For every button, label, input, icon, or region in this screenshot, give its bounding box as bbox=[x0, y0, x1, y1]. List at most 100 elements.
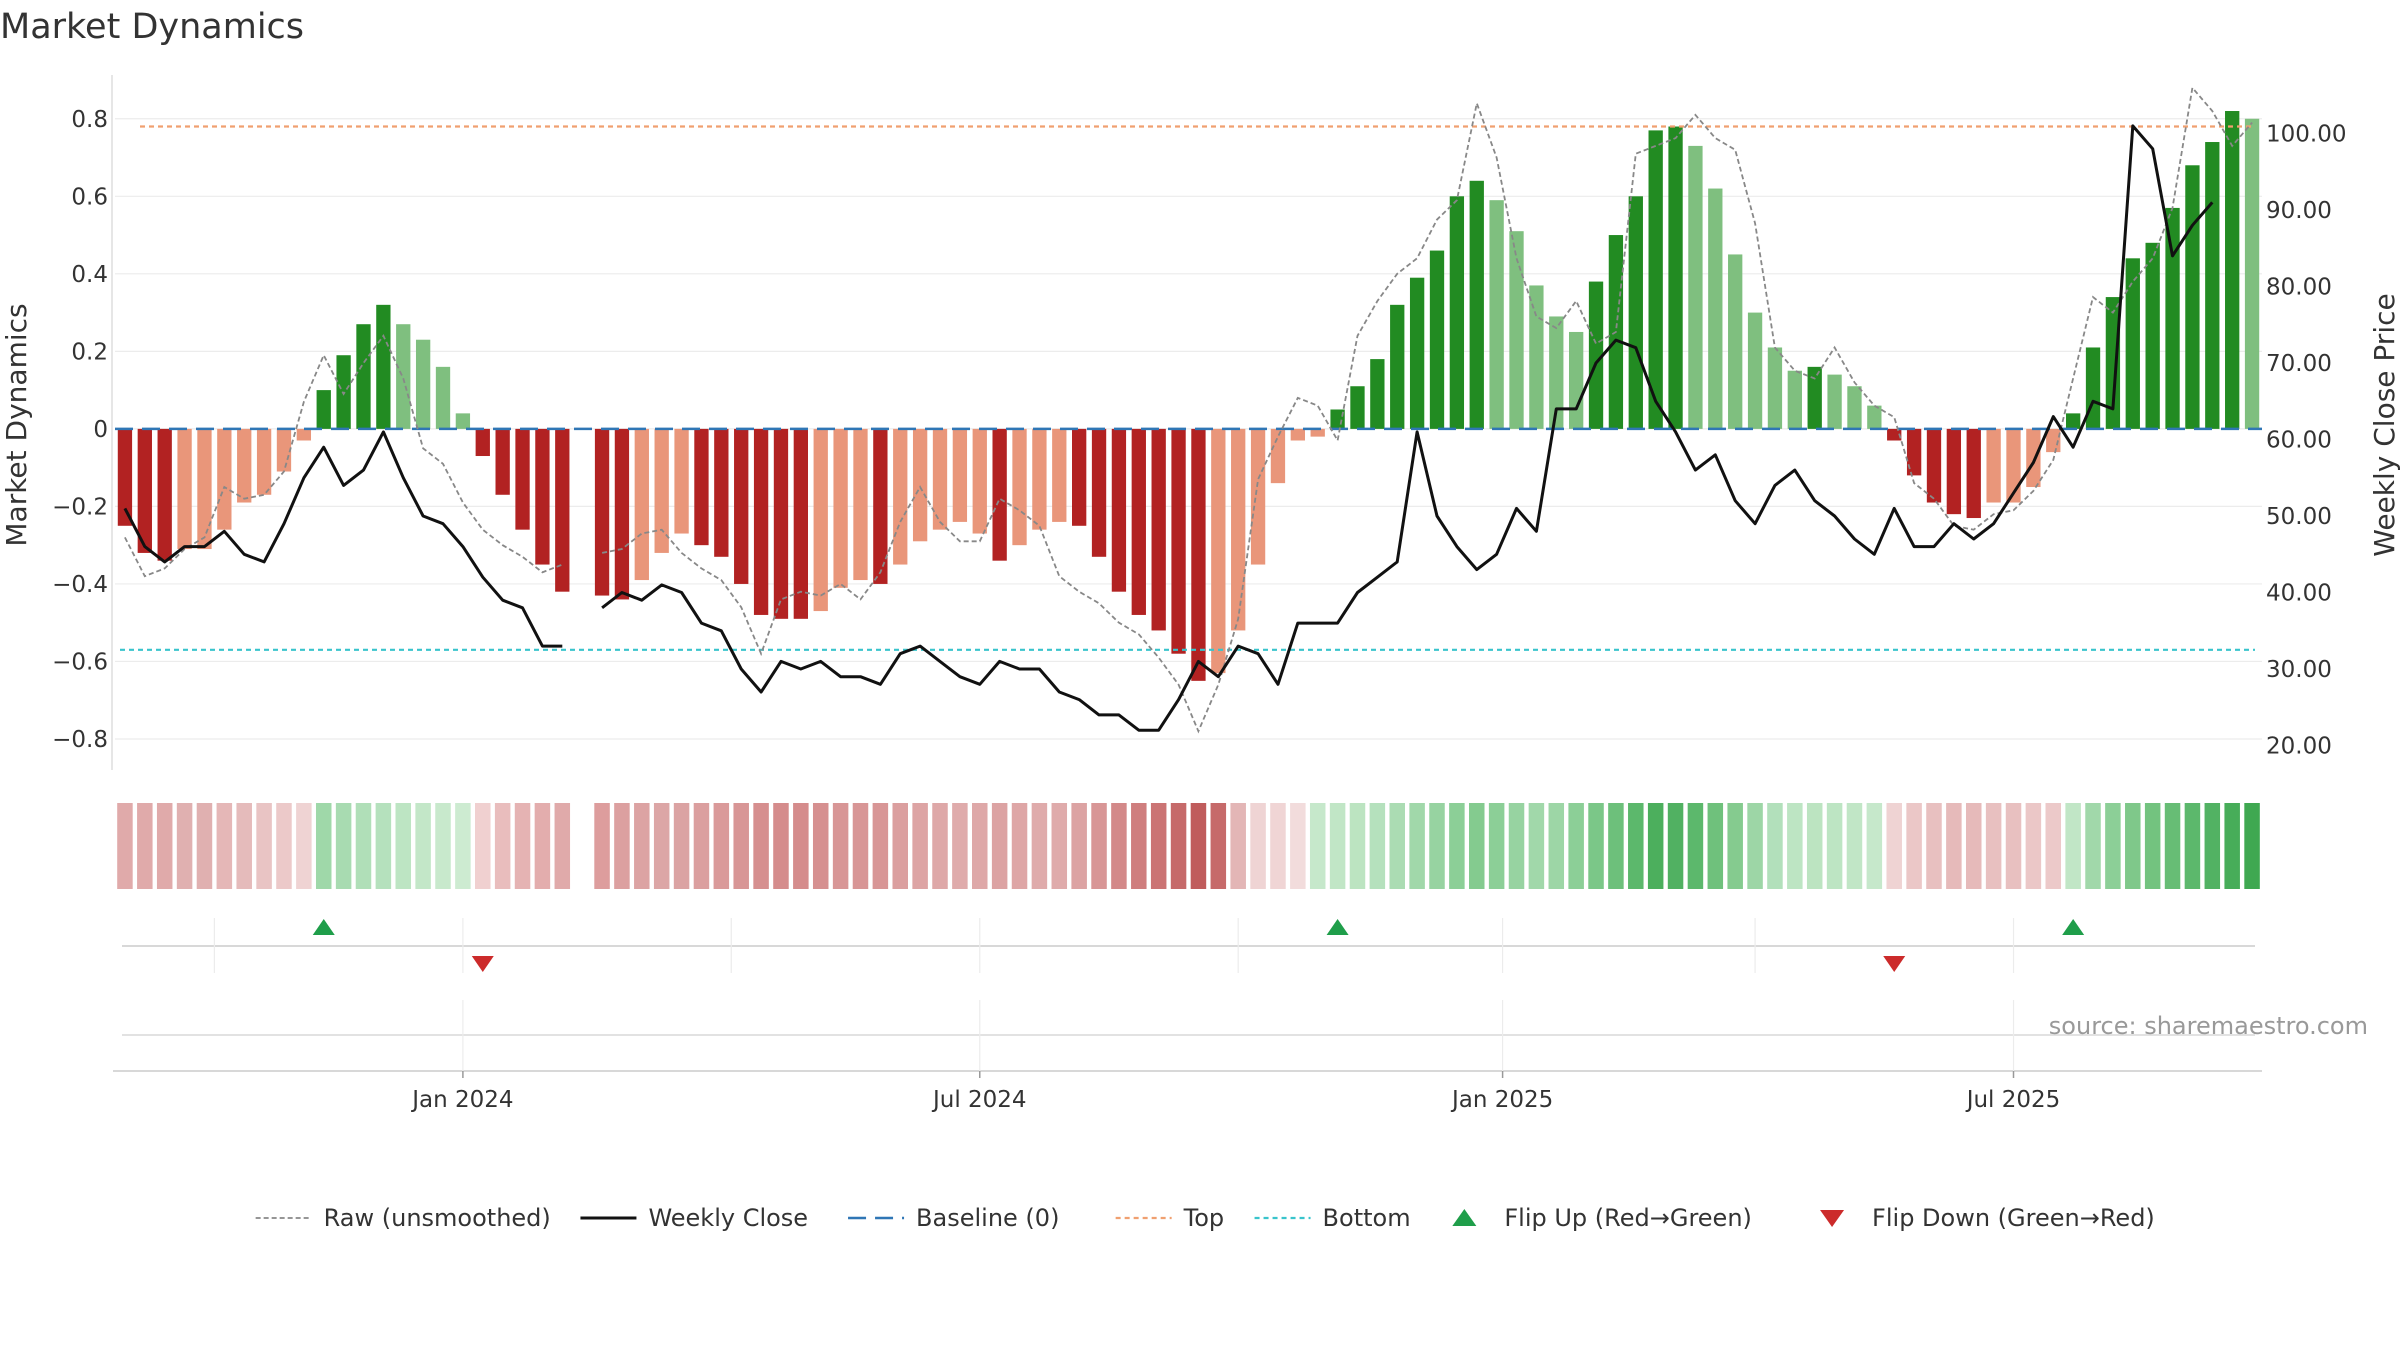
momentum-bar bbox=[555, 428, 570, 592]
legend-label: Raw (unsmoothed) bbox=[324, 1204, 551, 1232]
legend-flip-down-icon bbox=[1820, 1210, 1845, 1227]
regime-strip bbox=[117, 803, 2260, 889]
legend-item-raw: Raw (unsmoothed) bbox=[255, 1204, 551, 1232]
regime-strip-cell bbox=[1608, 803, 1624, 889]
regime-strip-cell bbox=[2065, 803, 2081, 889]
x-axis: Jan 2024 Jul 2024 Jan 2025 Jul 2025 bbox=[113, 1000, 2262, 1113]
momentum-bar bbox=[1370, 359, 1385, 429]
regime-strip-cell bbox=[2184, 803, 2201, 889]
legend-label: Baseline (0) bbox=[916, 1204, 1059, 1232]
momentum-bar bbox=[1867, 405, 1882, 429]
momentum-bar bbox=[1072, 428, 1087, 526]
regime-strip-cell bbox=[1071, 803, 1087, 889]
regime-strip-cell bbox=[1985, 803, 2002, 889]
momentum-bar bbox=[455, 413, 471, 429]
momentum-bar bbox=[1688, 145, 1703, 429]
regime-strip-cell bbox=[296, 803, 312, 889]
momentum-bar bbox=[1151, 428, 1166, 631]
regime-strip-cell bbox=[1926, 803, 1942, 889]
regime-strip-cell bbox=[2105, 803, 2121, 889]
regime-strip-cell bbox=[494, 803, 511, 889]
momentum-bar bbox=[714, 428, 729, 557]
regime-strip-cell bbox=[1369, 803, 1386, 889]
momentum-bar bbox=[1211, 428, 1226, 674]
legend-item-flipup: Flip Up (Red→Green) bbox=[1452, 1204, 1752, 1232]
legend-label: Top bbox=[1183, 1204, 1225, 1232]
left-tick-label: 0.8 bbox=[71, 107, 108, 133]
regime-strip-cell bbox=[653, 803, 670, 889]
left-tick-label: 0.6 bbox=[71, 184, 108, 210]
left-tick-label: 0.2 bbox=[71, 339, 108, 365]
regime-strip-cell bbox=[1886, 803, 1902, 889]
momentum-bar bbox=[495, 428, 510, 495]
momentum-bar bbox=[1787, 370, 1802, 429]
momentum-bar bbox=[1966, 428, 1981, 519]
right-tick-label: 50.00 bbox=[2266, 504, 2332, 530]
regime-strip-cell bbox=[1906, 803, 1922, 889]
regime-strip-cell bbox=[1707, 803, 1724, 889]
momentum-bar bbox=[1847, 386, 1862, 429]
regime-strip-cell bbox=[256, 803, 272, 889]
right-tick-label: 60.00 bbox=[2266, 428, 2332, 454]
momentum-bar bbox=[2006, 428, 2021, 503]
x-tick-label: Jan 2024 bbox=[410, 1087, 513, 1113]
momentum-bar bbox=[217, 428, 232, 530]
regime-strip-cell bbox=[1409, 803, 1425, 889]
momentum-bars bbox=[117, 111, 2260, 681]
flip-down-marker-icon bbox=[1883, 956, 1906, 972]
momentum-bar bbox=[1052, 428, 1067, 522]
momentum-bar bbox=[773, 428, 789, 619]
regime-strip-cell bbox=[335, 803, 352, 889]
right-tick-label: 100.00 bbox=[2266, 122, 2346, 148]
regime-strip-cell bbox=[2005, 803, 2022, 889]
momentum-bar bbox=[1827, 374, 1842, 429]
momentum-bar bbox=[1111, 428, 1127, 592]
momentum-bar bbox=[296, 428, 312, 441]
momentum-bar bbox=[1131, 428, 1146, 615]
momentum-bar bbox=[1767, 347, 1783, 429]
momentum-bar bbox=[396, 324, 411, 429]
momentum-bar bbox=[177, 428, 192, 550]
momentum-bar bbox=[1807, 366, 1822, 429]
momentum-bar bbox=[237, 428, 252, 503]
regime-strip-cell bbox=[455, 803, 471, 889]
momentum-bar bbox=[137, 428, 152, 553]
right-tick-label: 70.00 bbox=[2266, 351, 2332, 377]
regime-strip-cell bbox=[1210, 803, 1227, 889]
regime-strip-cell bbox=[1349, 803, 1366, 889]
regime-strip-cell bbox=[1647, 803, 1664, 889]
regime-strip-cell bbox=[1965, 803, 1982, 889]
regime-strip-cell bbox=[2224, 803, 2240, 889]
momentum-bar bbox=[197, 428, 212, 550]
momentum-bar bbox=[853, 428, 868, 581]
flip-markers bbox=[122, 918, 2255, 973]
right-axis-title: Weekly Close Price bbox=[2368, 293, 2400, 556]
momentum-bar bbox=[734, 428, 749, 584]
regime-strip-cell bbox=[2045, 803, 2062, 889]
regime-strip-cell bbox=[1767, 803, 1783, 889]
reference-lines bbox=[115, 125, 2262, 651]
momentum-bar bbox=[475, 428, 490, 457]
left-axis-title: Market Dynamics bbox=[0, 303, 33, 546]
right-tick-label: 90.00 bbox=[2266, 198, 2332, 224]
momentum-bar bbox=[1250, 428, 1266, 565]
legend-label: Flip Down (Green→Red) bbox=[1872, 1204, 2155, 1232]
momentum-bar bbox=[833, 428, 848, 588]
momentum-bar bbox=[1310, 428, 1325, 437]
momentum-bar bbox=[753, 428, 769, 615]
regime-strip-cell bbox=[1528, 803, 1545, 889]
momentum-bar bbox=[932, 428, 948, 530]
regime-strip-cell bbox=[534, 803, 551, 889]
momentum-bar bbox=[256, 428, 272, 495]
momentum-bar bbox=[1708, 188, 1723, 429]
momentum-bar bbox=[1588, 281, 1604, 429]
momentum-bar bbox=[1290, 428, 1305, 441]
regime-strip-cell bbox=[375, 803, 392, 889]
regime-strip-cell bbox=[972, 803, 988, 889]
momentum-bar bbox=[2065, 413, 2081, 429]
momentum-bar bbox=[1509, 231, 1524, 429]
regime-strip-cell bbox=[395, 803, 412, 889]
momentum-bar bbox=[1390, 304, 1405, 429]
momentum-bar bbox=[1568, 331, 1584, 429]
right-tick-label: 40.00 bbox=[2266, 581, 2332, 607]
